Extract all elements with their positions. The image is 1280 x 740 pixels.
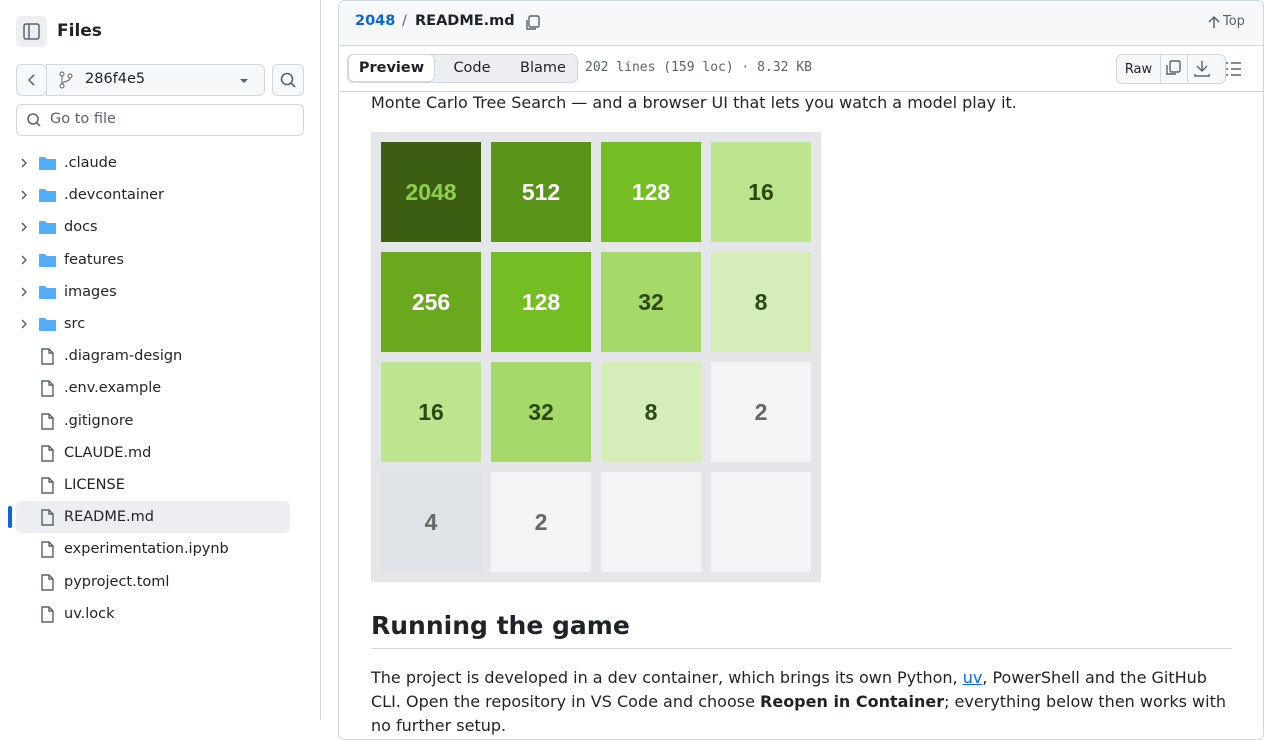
- tree-item[interactable]: README.md: [8, 501, 290, 534]
- tree-item[interactable]: .devcontainer: [16, 179, 290, 211]
- file-view: 2048 / README.md Top Preview Code Blame 20…: [338, 0, 1264, 740]
- tree-item[interactable]: docs: [16, 211, 290, 243]
- game-board-image: 2048 512 128 16 256 128 32 8 16 32 8 2 4 2: [371, 132, 821, 582]
- tile: 128: [491, 252, 591, 352]
- tab[interactable]: Preview: [348, 54, 435, 82]
- tree-item[interactable]: .claude: [16, 147, 290, 179]
- tile: 8: [601, 362, 701, 462]
- icon: [23, 23, 40, 40]
- download-button[interactable]: [1187, 55, 1215, 83]
- text: The project is developed in a dev contai…: [371, 668, 963, 687]
- collapse-button[interactable]: [16, 16, 47, 47]
- back-button[interactable]: [16, 64, 47, 96]
- link[interactable]: uv: [962, 668, 983, 687]
- tree-item[interactable]: .gitignore: [16, 405, 290, 437]
- paragraph: The project is developed in a dev contai…: [371, 666, 1241, 738]
- item-name: images: [64, 283, 117, 300]
- item-name: .diagram-design: [64, 348, 183, 365]
- tree-item[interactable]: src: [16, 308, 290, 340]
- tree-item[interactable]: .env.example: [16, 372, 290, 404]
- separator: /: [402, 13, 407, 29]
- file-search[interactable]: Go to file: [16, 104, 304, 136]
- file-tree: .claude .devcontainer docs features images sr…: [8, 147, 290, 630]
- file-info: 202 lines (159 loc) · 8.32 KB: [585, 60, 812, 75]
- tile: 2: [491, 472, 591, 572]
- tile: 8: [711, 252, 811, 352]
- text: , PowerShell and the GitHub CLI. Open th…: [371, 668, 1207, 711]
- copy-button[interactable]: [1161, 55, 1187, 83]
- action-group: Raw: [1116, 54, 1226, 84]
- item-name: experimentation.ipynb: [64, 541, 229, 558]
- intro-text: Monte Carlo Tree Search — and a browser …: [371, 93, 1017, 112]
- item-name: .env.example: [64, 380, 162, 397]
- tile: 32: [491, 362, 591, 462]
- tree-item[interactable]: images: [16, 276, 290, 308]
- item-name: CLAUDE.md: [64, 444, 152, 461]
- placeholder: Go to file: [50, 111, 116, 127]
- tree-item[interactable]: experimentation.ipynb: [16, 533, 290, 565]
- tree-item[interactable]: pyproject.toml: [16, 565, 290, 597]
- tree-item[interactable]: LICENSE: [16, 469, 290, 501]
- tile: 32: [601, 252, 701, 352]
- item-name: uv.lock: [64, 605, 115, 622]
- sidebar-title: Files: [57, 21, 102, 41]
- toolbar: Preview Code Blame 202 lines (159 loc) · 8…: [339, 46, 1263, 92]
- item-name: features: [64, 251, 124, 268]
- copy-path[interactable]: [523, 13, 543, 33]
- raw-button[interactable]: Raw: [1117, 55, 1161, 83]
- tile: [711, 472, 811, 572]
- tree-item[interactable]: uv.lock: [16, 598, 290, 630]
- branch-select[interactable]: 286f4e5: [46, 64, 265, 96]
- tab[interactable]: Code: [453, 60, 491, 76]
- tile: 16: [711, 142, 811, 242]
- top-link[interactable]: Top: [1223, 14, 1245, 29]
- tile: 2: [711, 362, 811, 462]
- file-header: 2048 / README.md Top: [339, 1, 1263, 46]
- item-name: pyproject.toml: [64, 573, 170, 590]
- item-name: .claude: [64, 155, 117, 172]
- file-name: README.md: [415, 13, 515, 29]
- tree-item[interactable]: .diagram-design: [16, 340, 290, 372]
- item-name: docs: [64, 219, 98, 236]
- outline-button[interactable]: [1224, 59, 1244, 79]
- branch-name: 286f4e5: [85, 71, 146, 87]
- section-heading: Running the game: [371, 611, 1232, 649]
- item-name: .devcontainer: [64, 187, 165, 204]
- tile: 128: [601, 142, 701, 242]
- item-name: LICENSE: [64, 476, 125, 493]
- item-name: .gitignore: [64, 412, 134, 429]
- tile: 512: [491, 142, 591, 242]
- tile: [601, 472, 701, 572]
- tile: 2048: [381, 142, 481, 242]
- tile: 4: [381, 472, 481, 572]
- search-button[interactable]: [272, 64, 304, 96]
- item-name: README.md: [64, 509, 154, 526]
- tree-item[interactable]: features: [16, 244, 290, 276]
- tile: 16: [381, 362, 481, 462]
- tile: 256: [381, 252, 481, 352]
- tab[interactable]: Blame: [520, 60, 566, 76]
- item-name: src: [64, 316, 86, 333]
- sidebar: Files 286f4e5 Go to file .claude .devcont…: [0, 0, 321, 720]
- tree-item[interactable]: CLAUDE.md: [16, 437, 290, 469]
- repo-link[interactable]: 2048: [355, 13, 396, 29]
- bold-text: Reopen in Container: [760, 692, 945, 711]
